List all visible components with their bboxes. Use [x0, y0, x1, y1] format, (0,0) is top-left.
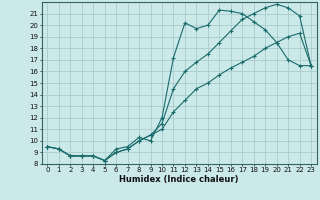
- X-axis label: Humidex (Indice chaleur): Humidex (Indice chaleur): [119, 175, 239, 184]
